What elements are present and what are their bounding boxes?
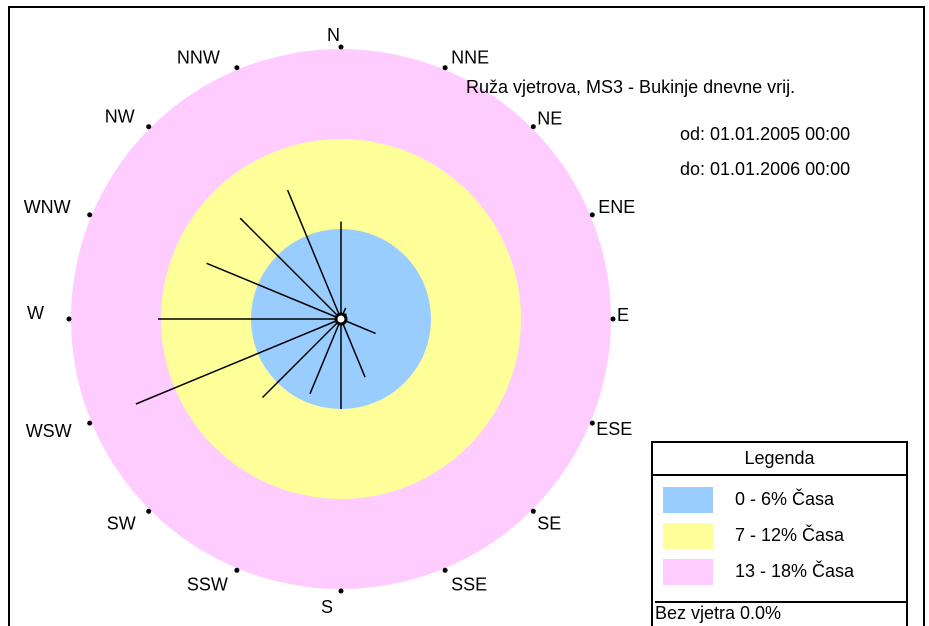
- tick-se: [530, 508, 536, 514]
- label-se: SE: [537, 513, 561, 533]
- tick-nnw: [234, 65, 240, 71]
- legend-swatch-2: [663, 523, 713, 549]
- label-sw: SW: [107, 513, 136, 533]
- ray-wnw: [206, 262, 342, 320]
- ray-nnw: [286, 189, 342, 320]
- label-wsw: WSW: [26, 421, 72, 441]
- tick-nw: [146, 124, 152, 130]
- ray-sse: [340, 318, 366, 378]
- label-ssw: SSW: [187, 574, 228, 594]
- tick-sse: [442, 567, 448, 573]
- tick-ese: [589, 420, 595, 426]
- legend-swatch-3: [663, 559, 713, 585]
- label-nnw: NNW: [177, 48, 220, 68]
- legend-title: Legenda: [653, 443, 906, 476]
- tick-ssw: [234, 567, 240, 573]
- label-s: S: [321, 597, 333, 617]
- legend: Legenda 0 - 6% Časa 7 - 12% Časa 13 - 18…: [651, 441, 908, 626]
- tick-wsw: [87, 420, 93, 426]
- legend-swatch-1: [663, 487, 713, 513]
- label-n: N: [327, 25, 340, 45]
- chart-title: Ruža vjetrova, MS3 - Bukinje dnevne vrij…: [466, 77, 796, 97]
- chart-frame: [8, 6, 925, 626]
- direction-labels: N NNE NE ENE E ESE SE SSE S SSW SW WSW W WNW NW NNW: [24, 25, 636, 617]
- tick-nne: [442, 65, 448, 71]
- center-marker: [334, 312, 348, 326]
- ray-ssw: [309, 318, 342, 395]
- tick-sw: [146, 508, 152, 514]
- legend-entry-1: 0 - 6% Časa: [653, 487, 906, 515]
- label-nw: NW: [105, 107, 135, 127]
- label-ene: ENE: [598, 197, 635, 217]
- legend-entry-2: 7 - 12% Časa: [653, 523, 906, 551]
- label-sse: SSE: [451, 574, 487, 594]
- label-ese: ESE: [596, 419, 632, 439]
- period-end: do: 01.01.2006 00:00: [680, 159, 851, 179]
- tick-s: [338, 588, 344, 594]
- legend-label-1: 0 - 6% Časa: [735, 489, 835, 509]
- ray-wsw: [135, 318, 342, 405]
- ray-nw: [239, 217, 342, 320]
- tick-ne: [530, 124, 536, 130]
- legend-entry-3: 13 - 18% Časa: [653, 559, 906, 587]
- legend-label-3: 13 - 18% Časa: [735, 561, 855, 581]
- label-e: E: [617, 305, 629, 325]
- label-ne: NE: [537, 109, 562, 129]
- tick-ene: [589, 212, 595, 218]
- tick-w: [66, 316, 72, 322]
- calm-percentage: Bez vjetra 0.0%: [655, 601, 908, 624]
- label-w: W: [27, 303, 44, 323]
- tick-n: [338, 44, 344, 50]
- label-wnw: WNW: [24, 197, 71, 217]
- period-start: od: 01.01.2005 00:00: [680, 124, 851, 144]
- ray-sw: [261, 318, 342, 399]
- tick-wnw: [87, 212, 93, 218]
- legend-label-2: 7 - 12% Časa: [735, 525, 845, 545]
- tick-e: [610, 316, 616, 322]
- label-nne: NNE: [451, 48, 489, 68]
